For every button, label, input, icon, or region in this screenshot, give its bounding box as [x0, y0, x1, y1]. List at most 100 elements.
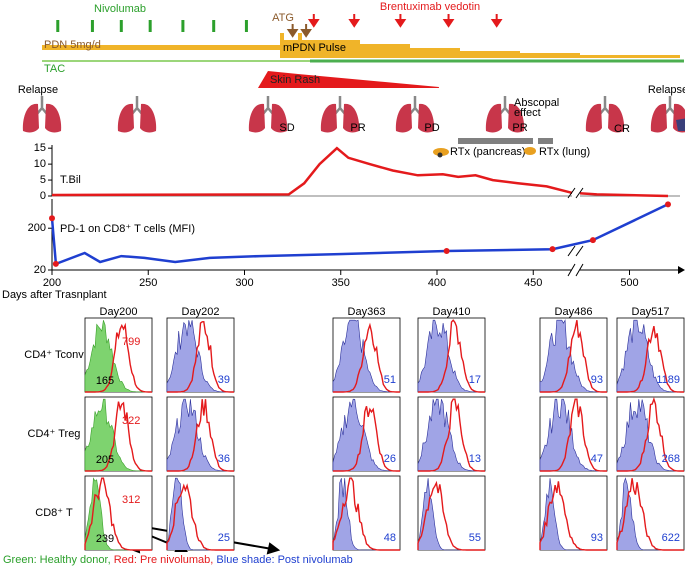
bv-label: Brentuximab vedotin [380, 1, 480, 13]
pre-histogram [617, 325, 684, 393]
atg-dose [286, 24, 299, 38]
lung-trachea [262, 96, 274, 115]
pre-histogram [417, 480, 485, 551]
mfi-post: 47 [591, 453, 603, 465]
legend-item: Red: Pre nivolumab, [114, 554, 214, 566]
x-axis-label: Days after Trasnplant [2, 289, 107, 301]
pre-histogram [540, 398, 607, 472]
nivolumab-dose [90, 20, 94, 32]
day-header: Day202 [182, 306, 220, 318]
imaging-label: SD [279, 122, 294, 134]
mfi-pre: 799 [122, 336, 140, 348]
lung-trachea [334, 96, 346, 115]
pre-histogram [418, 398, 485, 472]
mfi-post: 55 [469, 532, 481, 544]
lung-lobe [608, 103, 625, 133]
lung-trachea [131, 96, 143, 115]
x-tick-label: 250 [139, 277, 157, 289]
post-histogram [417, 398, 485, 472]
pre-histogram [167, 320, 234, 393]
y-tick-label: 15 [34, 142, 46, 154]
pre-histogram [617, 397, 684, 472]
imaging-label: CR [614, 123, 630, 135]
mfi-post: 1189 [656, 374, 680, 386]
lung-lobe [650, 103, 667, 133]
skin-rash [257, 71, 439, 88]
x-tick-label: 450 [524, 277, 542, 289]
lung-trachea [599, 96, 611, 115]
x-tick-label: 300 [235, 277, 253, 289]
lung-lobe [343, 103, 360, 133]
lung-lobe [395, 103, 412, 133]
pancreas-icon [433, 148, 449, 156]
nivolumab-dose [212, 20, 216, 32]
pdn-label: PDN 5mg/d [44, 39, 101, 51]
mfi-pre: 312 [122, 494, 140, 506]
data-point [589, 237, 596, 244]
lung-lobe [248, 103, 265, 133]
bv-dose [307, 14, 320, 28]
mpdn-label: mPDN Pulse [283, 42, 346, 54]
row-label: CD8⁺ T [35, 507, 73, 519]
legend: Green: Healthy donor, Red: Pre nivolumab… [3, 554, 353, 566]
bv-dose [442, 14, 455, 28]
nivolumab-dose [244, 20, 248, 32]
x-tick-label: 500 [620, 277, 638, 289]
lung-lobe [585, 103, 602, 133]
row-label: CD4⁺ Treg [28, 428, 81, 440]
axis-break [567, 187, 584, 199]
nivolumab-dose [119, 20, 123, 32]
post-histogram [417, 319, 485, 393]
pre-histogram [84, 477, 152, 551]
pdn-bar [42, 33, 680, 58]
pre-histogram [332, 477, 400, 551]
day-header: Day200 [100, 306, 138, 318]
lung-icon [117, 96, 157, 133]
bv-dose [394, 14, 407, 28]
legend-item: Blue shade: Post nivolumab [216, 554, 352, 566]
data-point [665, 201, 671, 208]
post-histogram [616, 319, 684, 393]
lung-trachea [499, 96, 511, 115]
pre-histogram [167, 399, 234, 472]
pre-histogram [85, 401, 152, 472]
mfi-post: 25 [218, 532, 230, 544]
lung-lobe [22, 103, 39, 133]
legend-item: Green: Healthy donor, [3, 554, 111, 566]
atg-dose [300, 24, 312, 38]
post-histogram [332, 398, 400, 472]
data-point [443, 247, 450, 254]
skin-rash-label: Skin Rash [270, 74, 320, 86]
nivolumab-dose [148, 20, 152, 32]
lung-icon [320, 96, 360, 133]
mfi-pre: 322 [122, 415, 140, 427]
imaging-label: Abscopal [514, 97, 559, 109]
donor-histogram [84, 398, 152, 472]
post-histogram [166, 320, 234, 393]
tac-label: TAC [44, 63, 65, 75]
data-point [549, 246, 556, 253]
pre-histogram [540, 320, 607, 393]
nivolumab-dose [56, 20, 60, 32]
lung-lobe [45, 103, 62, 133]
axis-break [567, 245, 584, 257]
lung-icon [585, 96, 625, 133]
mfi-post: 36 [218, 453, 230, 465]
imaging-label: PD [424, 122, 439, 134]
donor-histogram [84, 320, 152, 393]
mfi-donor: 205 [96, 454, 114, 466]
pre-histogram [333, 405, 400, 472]
nivolumab-dose [181, 20, 185, 32]
axis-break [572, 264, 580, 276]
post-histogram [332, 319, 400, 393]
mfi-post: 622 [662, 532, 680, 544]
post-histogram [166, 398, 234, 472]
lung-trachea [409, 96, 421, 115]
lung-icon [485, 96, 525, 133]
pre-histogram [85, 322, 152, 393]
x-tick-label: 200 [43, 277, 61, 289]
lung-lobe [117, 103, 134, 133]
mfi-post: 268 [662, 453, 680, 465]
lung-lobe [140, 103, 157, 133]
data-point [49, 215, 55, 222]
